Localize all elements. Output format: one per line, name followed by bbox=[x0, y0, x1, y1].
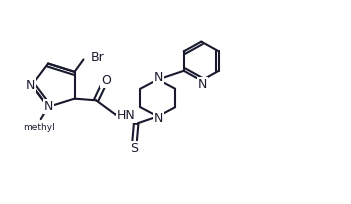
Text: N: N bbox=[154, 112, 163, 125]
Text: Br: Br bbox=[91, 51, 105, 64]
Text: HN: HN bbox=[117, 109, 136, 122]
Text: N: N bbox=[25, 79, 35, 92]
Text: N: N bbox=[154, 71, 163, 84]
Text: methyl: methyl bbox=[23, 123, 55, 132]
Text: N: N bbox=[198, 78, 207, 91]
Text: N: N bbox=[44, 100, 53, 113]
Text: S: S bbox=[131, 142, 138, 155]
Text: O: O bbox=[101, 74, 111, 87]
